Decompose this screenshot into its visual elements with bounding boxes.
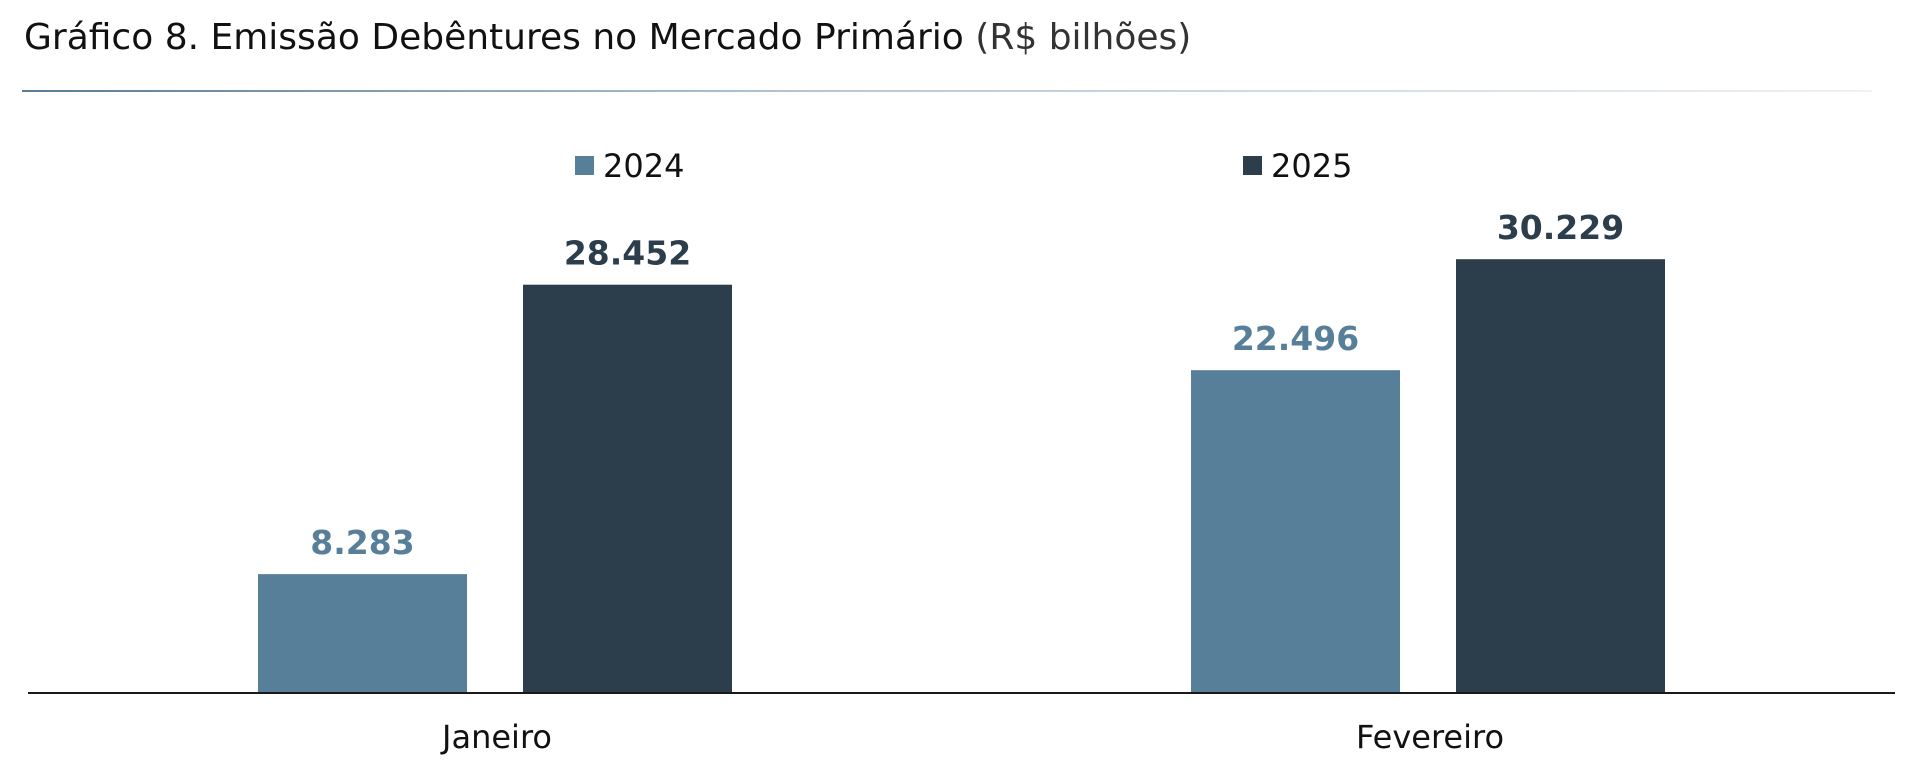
data-label-2024-janeiro: 8.283 bbox=[310, 523, 414, 562]
title-divider bbox=[22, 90, 1872, 92]
data-label-2024-fevereiro: 22.496 bbox=[1232, 319, 1359, 358]
chart-title-unit: (R$ bilhões) bbox=[975, 17, 1192, 58]
x-tick-label-janeiro: Janeiro bbox=[440, 718, 552, 756]
legend-label-2024: 2024 bbox=[603, 147, 684, 185]
bar-2025-janeiro bbox=[523, 284, 732, 693]
bar-2025-fevereiro bbox=[1456, 259, 1665, 693]
legend-swatch-2024 bbox=[575, 156, 594, 175]
bar-2024-janeiro bbox=[258, 574, 467, 693]
x-tick-label-fevereiro: Fevereiro bbox=[1356, 718, 1504, 756]
bar-2024-fevereiro bbox=[1191, 370, 1400, 693]
legend-swatch-2025 bbox=[1243, 156, 1262, 175]
chart-title: Gráfico 8. Emissão Debêntures no Mercado… bbox=[24, 14, 1191, 62]
legend-label-2025: 2025 bbox=[1271, 147, 1352, 185]
data-label-2025-janeiro: 28.452 bbox=[564, 234, 691, 273]
chart-title-main: Gráfico 8. Emissão Debêntures no Mercado… bbox=[24, 17, 964, 58]
data-label-2025-fevereiro: 30.229 bbox=[1497, 208, 1624, 247]
